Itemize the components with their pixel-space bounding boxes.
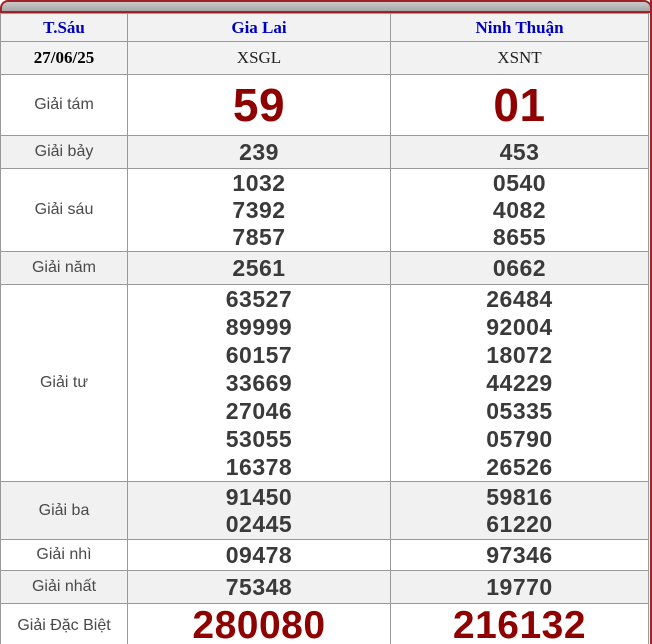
winning-number: 91450 <box>225 483 293 510</box>
winning-number: 09478 <box>225 542 293 568</box>
prize-numbers-ninh-thuan: 97346 <box>390 539 649 571</box>
winning-number: 05335 <box>486 398 553 424</box>
winning-number: 59816 <box>486 483 553 510</box>
lottery-results-table: T.Sáu Gia Lai Ninh Thuận 27/06/25 XSGL X… <box>0 13 649 644</box>
winning-number: 239 <box>239 139 279 165</box>
winning-number: 53055 <box>225 426 293 452</box>
winning-number: 27046 <box>225 398 293 424</box>
winning-number: 8655 <box>492 223 547 250</box>
prize-numbers-ninh-thuan: 59816 61220 <box>390 481 649 540</box>
winning-number: 2561 <box>232 255 286 281</box>
prize-row: Giải Đặc Biệt 280080 216132 <box>0 603 649 644</box>
prize-numbers-gia-lai: 91450 02445 <box>127 481 391 540</box>
prize-label: Giải năm <box>0 251 128 285</box>
winning-number: 61220 <box>486 510 553 537</box>
prize-row: Giải nhất 75348 19770 <box>0 570 649 604</box>
prize-label: Giải bảy <box>0 135 128 169</box>
prize-row: Giải tư 63527 89999 60157 33669 27046 53055 163… <box>0 284 649 482</box>
winning-number: 16378 <box>225 454 293 480</box>
prize-label: Giải tư <box>0 284 128 482</box>
prize-numbers-gia-lai: 2561 <box>127 251 391 285</box>
prize-label: Giải ba <box>0 481 128 540</box>
date-code-row: 27/06/25 XSGL XSNT <box>0 41 649 75</box>
prize-label: Giải tám <box>0 74 128 136</box>
winning-number: 4082 <box>492 196 547 223</box>
prize-row: Giải bảy 239 453 <box>0 135 649 169</box>
page-right-border <box>650 0 652 644</box>
winning-number: 7392 <box>232 196 286 223</box>
winning-number: 05790 <box>486 426 553 452</box>
prize-numbers-ninh-thuan: 0662 <box>390 251 649 285</box>
winning-number: 59 <box>232 79 286 131</box>
draw-date: 27/06/25 <box>0 41 128 75</box>
winning-number: 280080 <box>192 604 326 644</box>
prize-numbers-gia-lai: 75348 <box>127 570 391 604</box>
winning-number: 89999 <box>225 314 293 340</box>
prize-label: Giải nhì <box>0 539 128 571</box>
results-top-bar <box>0 0 652 13</box>
prize-numbers-ninh-thuan: 01 <box>390 74 649 136</box>
winning-number: 0662 <box>492 255 547 281</box>
winning-number: 33669 <box>225 370 293 396</box>
weekday-header: T.Sáu <box>0 13 128 42</box>
winning-number: 0540 <box>492 169 547 196</box>
winning-number: 7857 <box>232 223 286 250</box>
prize-numbers-ninh-thuan: 19770 <box>390 570 649 604</box>
prize-numbers-gia-lai: 59 <box>127 74 391 136</box>
prize-label: Giải sáu <box>0 168 128 252</box>
station-code-xsnt: XSNT <box>390 41 649 75</box>
winning-number: 453 <box>499 139 540 165</box>
station-header-row: T.Sáu Gia Lai Ninh Thuận <box>0 13 649 42</box>
winning-number: 26526 <box>486 454 553 480</box>
winning-number: 60157 <box>225 342 293 368</box>
prize-row: Giải nhì 09478 97346 <box>0 539 649 571</box>
prize-numbers-ninh-thuan: 26484 92004 18072 44229 05335 05790 26526 <box>390 284 649 482</box>
prize-numbers-gia-lai: 09478 <box>127 539 391 571</box>
winning-number: 02445 <box>225 510 293 537</box>
winning-number: 92004 <box>486 314 553 340</box>
winning-number: 75348 <box>225 574 293 600</box>
prize-numbers-gia-lai: 280080 <box>127 603 391 644</box>
prize-row: Giải tám 59 01 <box>0 74 649 136</box>
winning-number: 216132 <box>452 604 587 644</box>
prize-label: Giải nhất <box>0 570 128 604</box>
prize-numbers-gia-lai: 1032 7392 7857 <box>127 168 391 252</box>
prize-row: Giải năm 2561 0662 <box>0 251 649 285</box>
prize-numbers-ninh-thuan: 453 <box>390 135 649 169</box>
prize-row: Giải ba 91450 02445 59816 61220 <box>0 481 649 540</box>
prize-numbers-gia-lai: 239 <box>127 135 391 169</box>
winning-number: 01 <box>493 79 546 131</box>
prize-numbers-ninh-thuan: 0540 4082 8655 <box>390 168 649 252</box>
station-link-gia-lai[interactable]: Gia Lai <box>127 13 391 42</box>
prize-row: Giải sáu 1032 7392 7857 0540 4082 8655 <box>0 168 649 252</box>
prize-numbers-gia-lai: 63527 89999 60157 33669 27046 53055 16378 <box>127 284 391 482</box>
station-code-xsgl: XSGL <box>127 41 391 75</box>
winning-number: 1032 <box>232 169 286 196</box>
winning-number: 97346 <box>486 542 553 568</box>
winning-number: 18072 <box>486 342 553 368</box>
prize-label: Giải Đặc Biệt <box>0 603 128 644</box>
winning-number: 44229 <box>486 370 553 396</box>
winning-number: 26484 <box>486 286 553 312</box>
winning-number: 63527 <box>225 286 293 312</box>
station-link-ninh-thuan[interactable]: Ninh Thuận <box>390 13 649 42</box>
prize-numbers-ninh-thuan: 216132 <box>390 603 649 644</box>
winning-number: 19770 <box>486 574 553 600</box>
